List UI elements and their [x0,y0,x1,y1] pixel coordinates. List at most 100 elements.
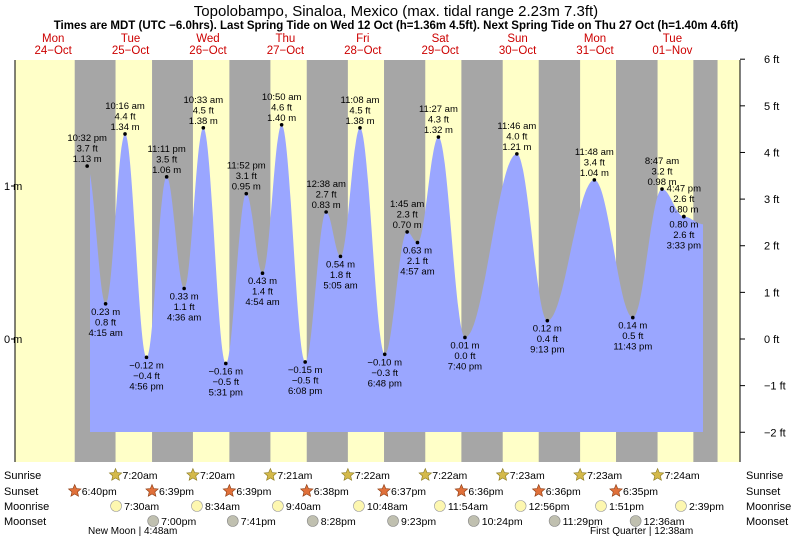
high-tide-label: 0.83 m [312,200,341,211]
sunset-icon [609,483,623,497]
almanac-row-label-right: Moonrise [746,501,791,513]
high-tide-point [405,230,409,234]
sunset-time: 6:39pm [159,486,194,498]
low-tide-label: −0.4 ft [133,371,160,382]
sunset-time: 6:37pm [391,486,426,498]
low-tide-label: 0.0 ft [454,351,475,362]
low-tide-label: 0.5 ft [622,331,643,342]
low-tide-label: 4:56 pm [129,381,163,392]
low-tide-label: 0.33 m [170,292,199,303]
high-tide-label: 10:16 am [105,101,145,112]
low-tide-point [144,355,149,360]
day-name-label: Thu [275,33,295,45]
high-tide-label: 10:33 am [184,95,224,106]
sunset-icon [67,483,82,497]
low-tide-label: 9:13 pm [530,345,564,356]
high-tide-label: 0.95 m [232,182,261,193]
moonrise-icon [272,500,284,512]
high-tide-label: 1.38 m [345,116,374,127]
almanac-row-label-right: Sunset [746,486,780,498]
moonrise-icon [514,500,527,512]
moonrise-icon [675,500,687,512]
moonset-time: 9:23pm [401,516,436,528]
low-tide-label: 0.23 m [91,307,120,318]
high-tide-label: 11:48 am [575,147,614,158]
low-tide-label: 0.63 m [403,246,432,257]
sunrise-icon [186,467,200,481]
moonset-time: 12:36am [644,516,685,528]
moonset-icon [306,515,319,527]
sunrise-time: 7:23am [510,470,545,482]
tide-labels: 10:32 pm3.7 ft1.13 m 0.23 m0.8 ft4:15 am 1… [67,92,701,399]
almanac-row-label-right: Sunrise [746,470,783,482]
right-axis-tick-label: 6 ft [764,54,779,66]
high-tide-label: 3.5 ft [156,154,177,165]
low-tide-label: 1.1 ft [174,302,195,313]
low-tide-label: 0.12 m [533,324,562,335]
day-name-label: Tue [121,33,140,45]
high-tide-label: 4:47 pm [667,184,701,195]
high-tide-point [201,126,206,130]
low-tide-point [463,335,467,340]
day-name-label: Mon [42,33,64,45]
right-axis-tick-label: 4 ft [764,147,779,159]
moonrise-icon [595,500,607,512]
moonrise-time: 11:54am [448,501,488,513]
low-tide-label: 0.14 m [618,321,647,332]
sunrise-icon [650,467,665,481]
sunset-icon [377,483,391,497]
high-tide-point [244,191,249,196]
high-tide-label: 11:46 am [497,121,536,132]
low-tide-label: −0.12 m [129,360,164,371]
high-tide-point [85,164,89,168]
moonrise-time: 10:48am [367,501,408,513]
moonrise-time: 12:56pm [529,501,570,513]
high-tide-label: 11:11 pm [148,144,186,155]
sunrise-icon [573,467,588,481]
low-tide-point [260,271,265,276]
high-tide-label: 3.7 ft [77,144,98,155]
low-tide-label: 5:05 am [323,280,357,291]
moonset-time: 11:29pm [563,516,603,528]
sunset-time: 6:36pm [468,486,503,498]
low-tide-point [382,352,387,357]
day-date-label: 28−Oct [344,45,382,57]
high-tide-label: 1.40 m [267,113,296,124]
day-date-label: 27−Oct [267,45,305,57]
low-tide-label: 0.01 m [450,340,479,351]
low-tide-point [338,254,343,259]
moonrise-icon [353,500,365,512]
moonrise-time: 2:39pm [689,501,724,513]
low-tide-label: 7:40 pm [448,361,482,372]
almanac-row-label-left: Moonrise [4,501,49,513]
high-tide-point [324,210,328,214]
left-axis-tick-label: 0 m [4,334,22,346]
low-tide-label: −0.15 m [288,365,323,376]
low-tide-point [303,360,307,364]
low-tide-label: 5:31 pm [209,387,243,398]
day-date-label: 31−Oct [576,45,614,57]
right-axis-tick-label: 3 ft [764,194,779,206]
high-tide-label: 8:47 am [645,156,679,167]
low-tide-label: 1.4 ft [252,287,273,298]
high-tide-label: 1.21 m [502,142,531,153]
low-tide-label: 0.54 m [326,259,355,270]
low-tide-label: 2.6 ft [673,230,694,241]
almanac-row-label-left: Moonset [4,516,46,528]
day-date-label: 29−Oct [421,45,459,57]
high-tide-label: 11:27 am [419,104,458,115]
low-tide-label: −0.5 ft [212,377,239,388]
high-tide-point [436,135,441,139]
low-tide-label: 11:43 pm [613,342,652,353]
low-tide-label: 4:54 am [245,297,279,308]
day-date-label: 24−Oct [34,45,72,57]
low-tide-point [630,315,635,320]
right-axis-tick-label: 5 ft [764,101,779,113]
sunrise-icon [263,467,278,481]
moonset-time: 8:28pm [321,516,356,528]
low-tide-label: 4:15 am [88,328,122,339]
day-headers: Mon24−OctTue25−OctWed26−OctThu27−OctFri2… [34,33,692,57]
right-axis: 6 ft 5 ft 4 ft 3 ft 2 ft 1 ft 0 ft −1 ft −2 ft [740,54,786,439]
sunset-icon [531,483,546,497]
low-tide-label: 0.4 ft [537,334,558,345]
